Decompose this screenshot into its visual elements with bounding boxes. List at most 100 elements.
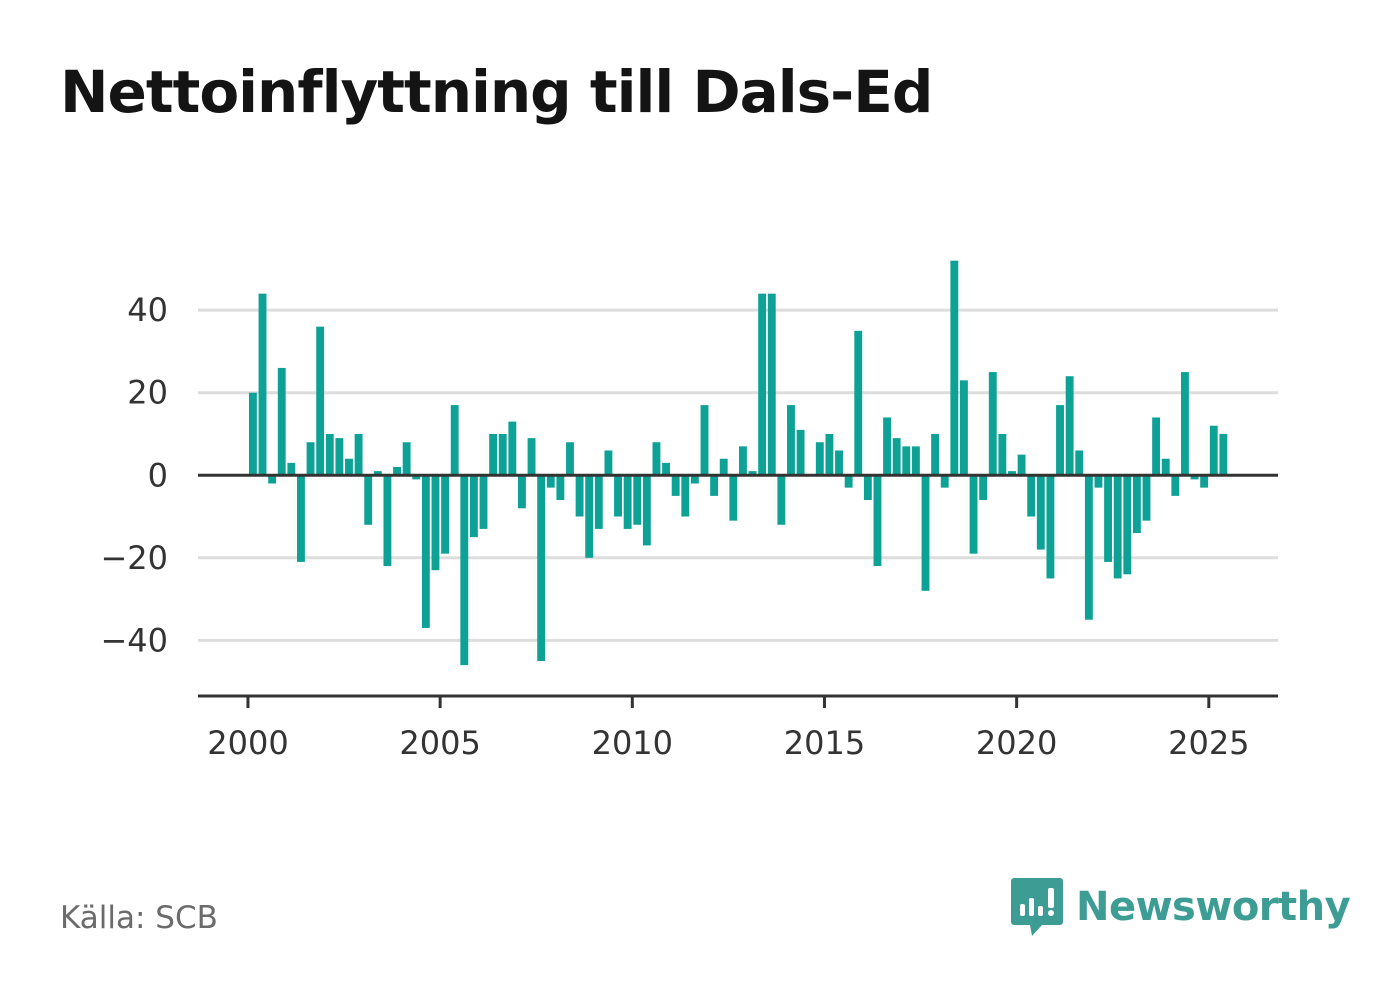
bar — [469, 475, 478, 538]
bar — [758, 293, 767, 476]
bar — [959, 380, 968, 476]
bar — [690, 475, 699, 484]
bar — [940, 475, 949, 488]
bar — [412, 475, 421, 480]
bar — [1046, 475, 1055, 579]
bar — [1036, 475, 1045, 550]
bar — [921, 475, 930, 591]
bar — [1161, 458, 1170, 476]
bar — [556, 475, 565, 501]
bar — [1190, 475, 1199, 480]
bar — [287, 462, 296, 476]
bar — [815, 442, 824, 476]
bar — [306, 442, 315, 476]
newsworthy-logo-icon — [1011, 878, 1063, 936]
bar — [883, 417, 892, 476]
brand-name: Newsworthy — [1076, 884, 1351, 930]
bar — [1152, 417, 1161, 476]
bar — [316, 326, 325, 476]
bar — [911, 446, 920, 476]
bar — [498, 433, 507, 476]
bar — [719, 458, 728, 476]
bar — [767, 293, 776, 476]
bar — [1171, 475, 1180, 496]
bar — [748, 471, 757, 476]
bar — [325, 433, 334, 476]
gridlines — [198, 308, 1278, 642]
y-tick-label: −40 — [100, 621, 168, 659]
bar — [585, 475, 594, 558]
bar — [508, 421, 517, 476]
y-tick-label: 40 — [127, 291, 168, 329]
bar — [777, 475, 786, 525]
bar — [825, 433, 834, 476]
brand-logo: Newsworthy — [1010, 876, 1351, 938]
bar — [998, 433, 1007, 476]
bar — [546, 475, 555, 488]
bar — [835, 450, 843, 476]
x-tick-label: 2015 — [784, 724, 865, 762]
bar — [1065, 376, 1074, 476]
bar — [1056, 405, 1064, 476]
bar — [335, 438, 344, 476]
bar — [1017, 454, 1026, 476]
bar — [604, 450, 613, 476]
bar — [671, 475, 680, 496]
bar — [854, 330, 863, 476]
bar — [1132, 475, 1141, 534]
bar — [681, 475, 690, 517]
bar — [873, 475, 882, 567]
bar — [373, 471, 382, 476]
y-axis-ticks: 40 20 0 −20 −40 — [100, 291, 168, 659]
bar — [1180, 372, 1189, 476]
bar — [844, 475, 853, 488]
bar — [297, 475, 305, 562]
bar — [479, 475, 488, 529]
bar — [892, 438, 901, 476]
bar — [450, 405, 459, 476]
bar — [1084, 475, 1093, 620]
bar — [863, 475, 872, 501]
y-tick-label: 0 — [148, 456, 168, 494]
bar — [402, 442, 411, 476]
x-tick-label: 2000 — [207, 724, 288, 762]
bar — [277, 367, 286, 476]
chart-title: Nettoinflyttning till Dals-Ed — [60, 58, 933, 126]
bar — [527, 438, 536, 476]
bar — [441, 475, 450, 554]
bar — [1104, 475, 1113, 562]
bar — [979, 475, 988, 501]
bar — [662, 462, 671, 476]
bar — [258, 293, 267, 476]
bar — [1219, 433, 1228, 476]
bar — [383, 475, 392, 567]
x-tick-label: 2010 — [592, 724, 673, 762]
bar — [652, 442, 661, 476]
bar — [614, 475, 622, 517]
bar — [1200, 475, 1209, 488]
bar — [787, 405, 795, 476]
bar — [633, 475, 642, 525]
bar — [1142, 475, 1151, 521]
bar — [623, 475, 632, 529]
bar — [902, 446, 911, 476]
bar — [1123, 475, 1132, 575]
bar — [489, 433, 498, 476]
bar — [518, 475, 526, 509]
bar — [950, 260, 959, 476]
bar — [700, 405, 709, 476]
source-note: Källa: SCB — [60, 900, 218, 936]
bar — [460, 475, 469, 666]
bar — [988, 372, 997, 476]
x-tick-label: 2025 — [1168, 724, 1249, 762]
bar — [1027, 475, 1036, 517]
y-tick-label: −20 — [100, 539, 168, 577]
bar — [969, 475, 978, 554]
bar — [537, 475, 546, 661]
bar — [248, 392, 257, 476]
y-tick-label: 20 — [127, 374, 168, 412]
x-tick-label: 2020 — [976, 724, 1057, 762]
bar — [1008, 471, 1016, 476]
bar — [1094, 475, 1103, 488]
